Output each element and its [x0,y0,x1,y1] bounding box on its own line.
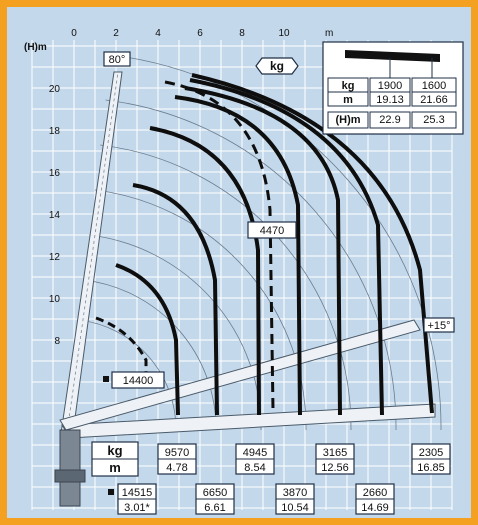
bottom-load-box: 14515 3.01* [117,483,157,515]
y-tick-label: 16 [49,168,61,179]
ext-cell: 1600 [422,80,446,92]
svg-text:80°: 80° [109,54,126,66]
ext-cell: 22.9 [379,114,400,126]
curve-6650 [132,183,219,416]
svg-text:4.78: 4.78 [166,462,187,474]
crane-base [59,429,81,507]
bottom-load-box: 2660 14.69 [355,483,395,515]
svg-text:12.56: 12.56 [321,462,349,474]
curve-2660 [189,78,384,416]
ext-cell: 19.13 [376,94,404,106]
inner-load-label: 14400 [111,371,165,389]
bottom-load-box: 6650 6.61 [195,483,235,515]
svg-text:kg: kg [107,443,122,458]
svg-text:8.54: 8.54 [244,462,265,474]
curve-9570 [115,263,180,416]
bottom-load-box: 2305 16.85 [411,443,451,475]
curve-3870 [174,95,302,416]
marker [108,489,114,495]
svg-text:14400: 14400 [123,375,154,387]
svg-text:+15°: +15° [427,320,450,332]
svg-text:3870: 3870 [283,487,307,499]
labels: 80° +15° kg 4470 14400 kg 1900 1600 m 19.13 21.66 (… [91,41,464,515]
legend-kg-m: kg m [91,441,139,477]
svg-text:4470: 4470 [260,225,284,237]
marker [103,376,109,382]
svg-text:14.69: 14.69 [361,502,389,514]
ext-cell: kg [342,80,355,92]
y-tick-label: 8 [54,336,60,347]
svg-text:9570: 9570 [165,447,189,459]
x-tick-label: 10 [278,28,290,39]
unit-kg-tag: kg [255,57,299,75]
x-tick-label: 6 [197,28,203,39]
svg-text:m: m [109,460,121,475]
y-tick-label: 14 [49,210,61,221]
bottom-load-box: 9570 4.78 [157,443,197,475]
x-tick-label: 4 [155,28,161,39]
curve-14515 [95,316,148,378]
y-tick-label: 12 [49,252,61,263]
svg-text:3.01*: 3.01* [124,502,150,514]
y-unit: (H)m [24,42,47,53]
ext-cell: m [343,94,353,106]
ext-cell: 21.66 [420,94,448,106]
x-unit: m [325,28,333,39]
bottom-load-box: 3870 10.54 [275,483,315,515]
bottom-load-box: 4945 8.54 [235,443,275,475]
curve-3165 [184,86,342,416]
curve-2305 [191,73,434,414]
svg-text:2660: 2660 [363,487,387,499]
svg-text:4945: 4945 [243,447,267,459]
axis-ticks: 0 2 4 6 8 10 m (H)m 20 18 16 14 12 10 8 [24,28,333,347]
ext-cell: 1900 [378,80,402,92]
svg-text:14515: 14515 [122,487,153,499]
x-tick-label: 8 [239,28,245,39]
y-tick-label: 10 [49,294,61,305]
x-tick-label: 0 [71,28,77,39]
mid-load-label: 4470 [247,221,297,239]
svg-text:10.54: 10.54 [281,502,309,514]
ext-cell: (H)m [335,114,360,126]
svg-text:6650: 6650 [203,487,227,499]
ext-cell: 25.3 [423,114,444,126]
y-tick-label: 18 [49,126,61,137]
svg-text:kg: kg [270,59,284,73]
svg-text:16.85: 16.85 [417,462,445,474]
svg-text:6.61: 6.61 [204,502,225,514]
svg-text:3165: 3165 [323,447,347,459]
bottom-load-box: 3165 12.56 [315,443,355,475]
x-tick-label: 2 [113,28,119,39]
extension-table: kg 1900 1600 m 19.13 21.66 (H)m 22.9 25.3 [322,41,464,135]
y-tick-label: 20 [49,84,61,95]
load-curves [95,73,434,416]
angle-min-label: +15° [423,317,455,333]
svg-text:2305: 2305 [419,447,443,459]
boom-15 [59,319,421,431]
angle-max-label: 80° [103,51,131,67]
